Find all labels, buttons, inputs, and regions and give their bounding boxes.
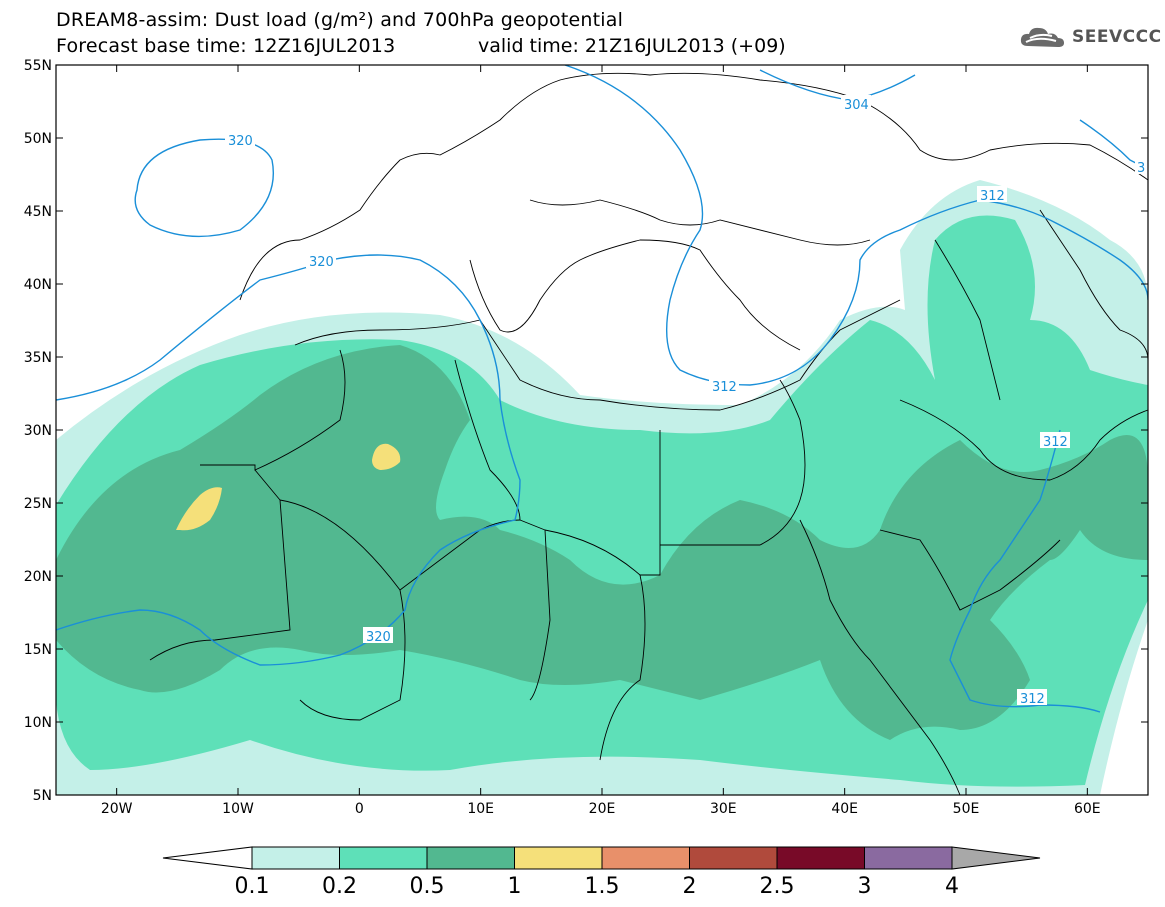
lat-tick-label: 40N xyxy=(24,277,52,293)
colorbar-label: 2 xyxy=(683,874,697,899)
dust-level-3-area xyxy=(56,345,1148,740)
colorbar-swatch xyxy=(339,846,428,870)
cloud-icon xyxy=(1020,27,1064,47)
latitude-axis: 55N 50N 45N 40N 35N 30N 25N 20N 15N 10N 5N xyxy=(24,58,1148,804)
colorbar-swatch xyxy=(601,846,690,870)
lon-tick-label: 30E xyxy=(710,801,737,817)
valid-time: valid time: 21Z16JUL2013 (+09) xyxy=(478,35,786,57)
colorbar: 0.1 0.2 0.5 1 1.5 2 2.5 3 4 xyxy=(162,846,1041,899)
lat-tick-label: 15N xyxy=(24,642,52,658)
longitude-axis: 20W 10W 0 10E 20E 30E 40E 50E 60E xyxy=(101,65,1101,817)
colorbar-swatch xyxy=(251,846,340,870)
lon-tick-label: 50E xyxy=(953,801,980,817)
lon-tick-label: 20E xyxy=(589,801,616,817)
contour-label: 312 xyxy=(1043,435,1068,450)
contour-label: 312 xyxy=(1020,692,1045,707)
colorbar-label: 4 xyxy=(945,874,959,899)
lat-tick-label: 45N xyxy=(24,204,52,220)
colorbar-swatch xyxy=(514,846,603,870)
colorbar-label: 1 xyxy=(508,874,522,899)
dust-level-4-area-algeria xyxy=(372,443,401,470)
colorbar-swatch xyxy=(864,846,953,870)
colorbar-swatch xyxy=(689,846,778,870)
colorbar-label: 2.5 xyxy=(760,874,795,899)
lat-tick-label: 10N xyxy=(24,715,52,731)
lat-tick-label: 50N xyxy=(24,131,52,147)
lat-tick-label: 30N xyxy=(24,423,52,439)
colorbar-low-arrow xyxy=(162,846,253,870)
colorbar-label: 1.5 xyxy=(585,874,620,899)
contour-label: 3 xyxy=(1137,161,1145,176)
colorbar-swatch xyxy=(426,846,515,870)
lat-tick-label: 25N xyxy=(24,496,52,512)
lon-tick-label: 40E xyxy=(831,801,858,817)
lat-tick-label: 5N xyxy=(33,788,52,804)
contour-label: 312 xyxy=(980,189,1005,204)
contour-312-east xyxy=(564,65,1148,386)
map-area: 320 320 320 304 312 312 312 312 3 xyxy=(56,65,1148,795)
lat-tick-label: 55N xyxy=(24,58,52,74)
contour-label: 320 xyxy=(228,134,253,149)
lon-tick-label: 0 xyxy=(355,801,364,817)
colorbar-label: 0.2 xyxy=(322,874,357,899)
lat-tick-label: 20N xyxy=(24,569,52,585)
logo-text: SEEVCCC xyxy=(1072,27,1162,47)
country-borders xyxy=(149,72,1148,795)
colorbar-label: 0.5 xyxy=(410,874,445,899)
map-title: DREAM8-assim: Dust load (g/m²) and 700hP… xyxy=(56,9,624,31)
contour-label: 320 xyxy=(309,255,334,270)
lon-tick-label: 10W xyxy=(222,801,254,817)
contour-label: 312 xyxy=(712,380,737,395)
lon-tick-label: 20W xyxy=(101,801,133,817)
contour-312-south xyxy=(949,429,1101,713)
lat-tick-label: 35N xyxy=(24,350,52,366)
contour-320-ring xyxy=(134,138,274,238)
lon-tick-label: 10E xyxy=(467,801,494,817)
contour-320-north xyxy=(56,254,521,666)
seevccc-logo: SEEVCCC xyxy=(1018,24,1162,50)
colorbar-label: 3 xyxy=(858,874,872,899)
contour-labels: 320 320 320 304 312 312 312 312 3 xyxy=(225,95,1148,707)
colorbar-label: 0.1 xyxy=(235,874,270,899)
contour-label: 304 xyxy=(844,98,869,113)
forecast-base-time: Forecast base time: 12Z16JUL2013 xyxy=(56,35,396,57)
lon-tick-label: 60E xyxy=(1074,801,1101,817)
colorbar-swatch xyxy=(776,846,865,870)
dust-level-4-area-west xyxy=(176,487,222,531)
contour-label: 320 xyxy=(366,630,391,645)
colorbar-high-arrow xyxy=(951,846,1041,870)
